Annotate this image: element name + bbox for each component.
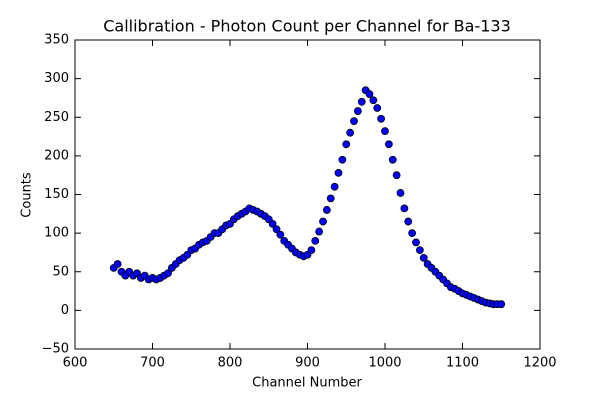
x-tick-label: 900 xyxy=(295,356,320,371)
data-point xyxy=(384,140,393,149)
x-tick-label: 800 xyxy=(218,356,243,371)
data-point xyxy=(272,225,281,234)
data-point xyxy=(346,128,355,137)
data-point xyxy=(276,230,285,239)
data-point xyxy=(334,168,343,177)
data-point xyxy=(268,219,277,228)
y-tick-label: 200 xyxy=(44,148,69,163)
data-point xyxy=(497,300,506,309)
data-point xyxy=(307,246,316,255)
x-axis-label: Channel Number xyxy=(252,376,362,391)
data-point xyxy=(319,217,327,226)
y-tick-label: 0 xyxy=(61,303,69,318)
data-point xyxy=(396,189,405,197)
y-tick-label: −50 xyxy=(42,342,69,357)
data-point xyxy=(164,269,172,278)
x-tick-label: 1100 xyxy=(446,356,479,371)
data-point xyxy=(322,206,331,214)
data-point xyxy=(377,114,386,123)
data-point xyxy=(400,204,409,213)
data-point xyxy=(408,229,417,238)
data-point xyxy=(357,97,366,106)
y-axis-label: Counts xyxy=(20,172,35,218)
x-tick-label: 1000 xyxy=(368,356,401,371)
data-point xyxy=(404,217,413,226)
data-point xyxy=(365,90,374,98)
data-point xyxy=(373,104,382,112)
chart-title: Callibration - Photon Count per Channel … xyxy=(103,17,511,36)
data-point xyxy=(419,253,428,262)
data-point xyxy=(369,96,378,105)
data-point xyxy=(415,246,424,255)
y-tick-label: 100 xyxy=(44,226,69,241)
data-point xyxy=(113,260,122,268)
x-tick-label: 1200 xyxy=(523,356,556,371)
data-point xyxy=(330,182,339,191)
x-tick-label: 600 xyxy=(63,356,88,371)
data-point xyxy=(326,194,335,203)
y-tick-label: 150 xyxy=(44,187,69,202)
y-tick-label: 250 xyxy=(44,110,69,125)
y-tick-label: 300 xyxy=(44,71,69,86)
data-point xyxy=(315,227,324,236)
data-point xyxy=(311,236,320,245)
data-point xyxy=(392,171,401,180)
data-point xyxy=(412,238,420,247)
data-point xyxy=(353,107,362,115)
plot-frame xyxy=(74,39,541,350)
data-point xyxy=(338,155,347,164)
data-point xyxy=(342,140,351,149)
data-point xyxy=(388,155,397,164)
y-tick-label: 350 xyxy=(44,33,69,48)
data-point xyxy=(350,117,358,126)
y-tick-label: 50 xyxy=(52,264,69,279)
data-point xyxy=(381,127,389,136)
x-tick-label: 700 xyxy=(140,356,165,371)
